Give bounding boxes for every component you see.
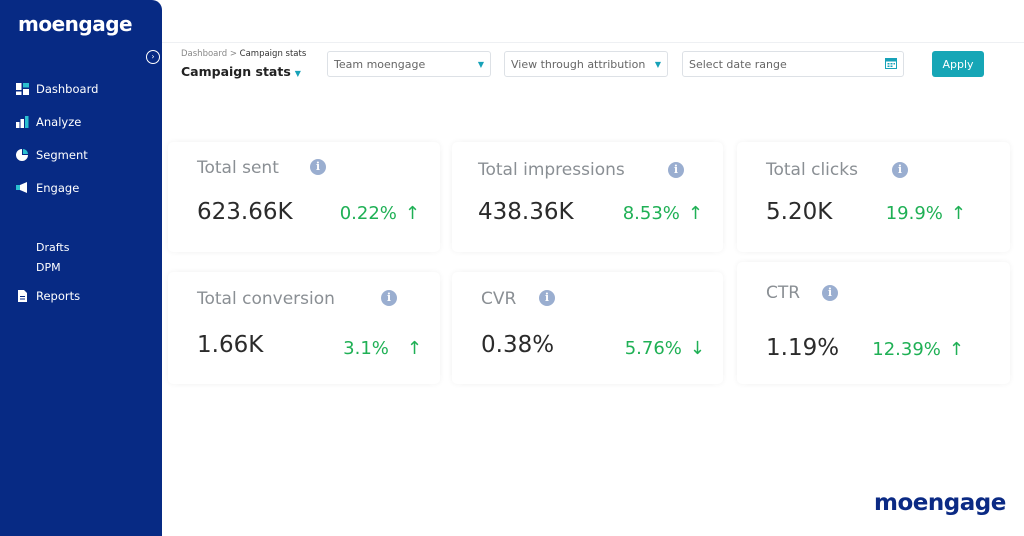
stat-value: 623.66K — [197, 199, 293, 225]
stat-value: 438.36K — [478, 199, 574, 225]
stat-change: 19.9% ↑ — [886, 203, 966, 224]
logo: moengage — [18, 12, 133, 36]
caret-down-icon: ▼ — [654, 59, 661, 69]
sidebar-item-segment[interactable]: Segment — [16, 148, 88, 162]
breadcrumb-current: Campaign stats — [239, 49, 307, 59]
stat-label: CVR — [481, 289, 517, 309]
stat-card-total-sent: Total sent i 623.66K 0.22% ↑ — [168, 142, 440, 252]
sidebar-item-label: Segment — [36, 148, 88, 162]
sidebar-subitem-dpm[interactable]: DPM — [36, 261, 61, 274]
stat-card-total-impressions: Total impressions i 438.36K 8.53% ↑ — [452, 142, 723, 252]
sidebar-item-analyze[interactable]: Analyze — [16, 115, 81, 129]
footer-logo: moengage — [874, 490, 1006, 516]
stat-value: 1.19% — [766, 335, 840, 361]
stat-label: Total conversion — [197, 289, 335, 309]
megaphone-icon — [16, 182, 29, 194]
info-icon[interactable]: i — [822, 285, 838, 301]
change-value: 5.76% — [624, 338, 682, 359]
apply-button[interactable]: Apply — [932, 51, 984, 77]
info-icon[interactable]: i — [539, 290, 555, 306]
arrow-up-icon: ↑ — [406, 338, 422, 359]
info-icon[interactable]: i — [381, 290, 397, 306]
stat-label: Total clicks — [766, 160, 858, 180]
arrow-up-icon: ↑ — [687, 203, 703, 224]
sidebar-item-label: Engage — [36, 181, 80, 195]
stat-value: 0.38% — [481, 332, 555, 358]
change-value: 8.53% — [622, 203, 680, 224]
sidebar-subitem-drafts[interactable]: Drafts — [36, 241, 70, 254]
stat-value: 1.66K — [197, 332, 264, 358]
breadcrumb-dashboard[interactable]: Dashboard — [181, 49, 228, 59]
dashboard-icon — [16, 83, 29, 95]
pie-chart-icon — [16, 149, 29, 161]
change-value: 0.22% — [339, 203, 397, 224]
stat-card-total-conversion: Total conversion i 1.66K 3.1% ↑ — [168, 272, 440, 384]
stat-card-cvr: CVR i 0.38% 5.76% ↓ — [452, 272, 723, 384]
sidebar-item-label: Analyze — [36, 115, 82, 129]
arrow-up-icon: ↑ — [950, 203, 966, 224]
stat-label: Total sent — [197, 158, 279, 178]
breadcrumb-separator: > — [229, 49, 237, 59]
change-value: 3.1% — [343, 338, 389, 359]
change-value: 12.39% — [872, 339, 941, 360]
sidebar-item-reports[interactable]: Reports — [16, 289, 80, 303]
change-value: 19.9% — [885, 203, 943, 224]
header-divider — [162, 42, 1024, 43]
bar-chart-icon — [16, 116, 29, 128]
stat-label: CTR — [766, 283, 801, 303]
stat-change: 5.76% ↓ — [625, 338, 705, 359]
stat-change: 8.53% ↑ — [623, 203, 703, 224]
team-select-value: Team moengage — [334, 57, 426, 71]
sidebar-item-label: Dashboard — [36, 82, 99, 96]
sidebar: moengage › Dashboard Analyze Segment Eng… — [0, 0, 162, 536]
info-icon[interactable]: i — [892, 162, 908, 178]
stat-change: 12.39% ↑ — [872, 339, 964, 360]
breadcrumb: Dashboard > Campaign stats — [181, 49, 306, 59]
stat-change: 0.22% ↑ — [340, 203, 420, 224]
stat-card-ctr: CTR i 1.19% 12.39% ↑ — [737, 262, 1010, 384]
caret-down-icon: ▼ — [477, 59, 484, 69]
date-range-placeholder: Select date range — [689, 57, 787, 71]
sidebar-item-engage[interactable]: Engage — [16, 181, 79, 195]
page-title: Campaign stats — [181, 64, 291, 79]
info-icon[interactable]: i — [310, 159, 326, 175]
stat-card-total-clicks: Total clicks i 5.20K 19.9% ↑ — [737, 142, 1010, 252]
sidebar-item-dashboard[interactable]: Dashboard — [16, 82, 98, 96]
caret-down-icon: ▼ — [294, 69, 301, 78]
stat-value: 5.20K — [766, 199, 833, 225]
date-range-input[interactable]: Select date range — [682, 51, 904, 77]
calendar-icon — [885, 57, 897, 72]
arrow-up-icon: ↑ — [404, 203, 420, 224]
document-icon — [16, 290, 29, 302]
stat-label: Total impressions — [478, 160, 625, 180]
team-select[interactable]: Team moengage ▼ — [327, 51, 491, 77]
attribution-select[interactable]: View through attribution ▼ — [504, 51, 668, 77]
info-icon[interactable]: i — [668, 162, 684, 178]
collapse-sidebar-button[interactable]: › — [146, 50, 160, 64]
page-title-dropdown[interactable]: Campaign stats ▼ — [181, 64, 301, 79]
stat-change: 3.1% ↑ — [343, 338, 422, 359]
arrow-up-icon: ↑ — [948, 339, 964, 360]
arrow-down-icon: ↓ — [689, 338, 705, 359]
sidebar-item-label: Reports — [36, 289, 81, 303]
attribution-select-value: View through attribution — [511, 57, 646, 71]
